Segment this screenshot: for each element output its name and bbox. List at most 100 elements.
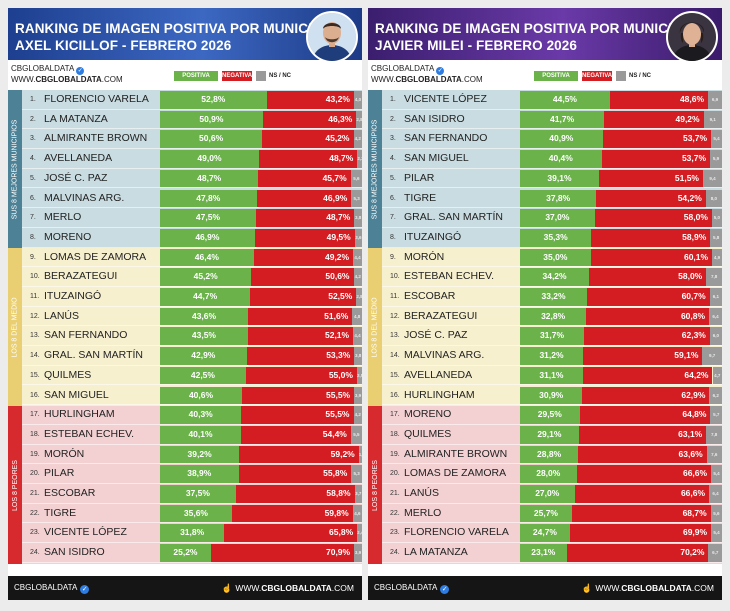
row-divider bbox=[22, 305, 362, 307]
municipality-name: ESTEBAN ECHEV. bbox=[44, 427, 135, 440]
bar-positive: 33,2% bbox=[520, 288, 588, 306]
bar-ns: 9,4 bbox=[703, 169, 722, 188]
row-divider bbox=[22, 522, 362, 524]
table-row: 14. MALVINAS ARG. 31,2% 59,1% 9,7 bbox=[382, 346, 722, 366]
bar-positive: 46,4% bbox=[160, 248, 254, 267]
bar-negative: 62,3% bbox=[584, 327, 710, 346]
bar-ns: 1,6 bbox=[358, 445, 362, 464]
footer-brand: CBGLOBALDATA ✓ bbox=[14, 583, 90, 594]
bar-positive: 35,6% bbox=[160, 504, 232, 523]
row-rank: 21. bbox=[30, 490, 40, 497]
bar-negative: 63,1% bbox=[578, 425, 707, 444]
row-rank: 13. bbox=[390, 332, 400, 340]
footer-website-link[interactable]: ☝ WWW.CBGLOBALDATA.COM bbox=[222, 576, 354, 600]
municipality-name: ALMIRANTE BROWN bbox=[44, 132, 148, 145]
legend-ns: NS / NC bbox=[269, 73, 292, 79]
bar-positive: 30,9% bbox=[520, 386, 583, 405]
table-row: 1. FLORENCIO VARELA 52,8% 43,2% 4,0 bbox=[22, 90, 362, 110]
row-divider bbox=[382, 325, 722, 327]
bar-positive: 28,0% bbox=[520, 465, 577, 483]
bar-negative: 53,7% bbox=[601, 150, 711, 168]
row-divider bbox=[382, 246, 722, 248]
bar-ns: 2,8 bbox=[356, 110, 362, 129]
row-divider bbox=[382, 364, 722, 366]
row-divider bbox=[22, 542, 362, 544]
table-row: 9. MORÓN 35,0% 60,1% 4,9 bbox=[382, 248, 722, 268]
bar-negative: 48,7% bbox=[258, 150, 358, 168]
row-divider bbox=[22, 364, 362, 366]
bar-positive: 41,7% bbox=[520, 110, 605, 129]
bar-ns: 4,6 bbox=[352, 504, 362, 523]
row-divider bbox=[382, 561, 722, 563]
municipality-name: SAN FERNANDO bbox=[44, 329, 128, 342]
municipality-name: ESCOBAR bbox=[44, 487, 96, 499]
table-row: 2. LA MATANZA 50,9% 46,3% 2,8 bbox=[22, 110, 362, 130]
bar-positive: 49,0% bbox=[160, 150, 259, 168]
bar-positive: 32,8% bbox=[520, 307, 587, 326]
footer-website-link[interactable]: ☝ WWW.CBGLOBALDATA.COM bbox=[582, 576, 714, 600]
bar-ns: 5,4 bbox=[711, 130, 722, 149]
bar-negative: 60,7% bbox=[587, 288, 710, 306]
row-divider bbox=[22, 246, 362, 248]
table-row: 20. PILAR 38,9% 55,8% 5,3 bbox=[22, 464, 362, 484]
row-rank: 10. bbox=[390, 273, 400, 281]
table-row: 8. MORENO 46,9% 49,5% 3,6 bbox=[22, 228, 362, 248]
row-rank: 17. bbox=[30, 411, 40, 419]
group-worst-sidebar bbox=[8, 406, 22, 564]
municipality-name: FLORENCIO VARELA bbox=[404, 526, 509, 539]
table-row: 13. JOSÉ C. PAZ 31,7% 62,3% 6,0 bbox=[382, 326, 722, 347]
legend-negative: NEGATIVA bbox=[222, 71, 253, 81]
bar-ns: 3,7 bbox=[354, 485, 362, 503]
bar-ns: 4,2 bbox=[353, 130, 362, 149]
row-rank: 9. bbox=[390, 253, 396, 261]
municipality-name: SAN MIGUEL bbox=[44, 388, 109, 401]
bar-negative: 50,6% bbox=[251, 268, 354, 286]
bar-ns: 3,8 bbox=[354, 347, 362, 365]
bar-ns: 7,6 bbox=[706, 445, 722, 464]
row-divider bbox=[382, 463, 722, 465]
row-divider bbox=[382, 542, 722, 544]
bar-positive: 43,5% bbox=[160, 327, 248, 346]
bar-positive: 24,7% bbox=[520, 524, 570, 543]
bar-negative: 58,9% bbox=[591, 228, 711, 247]
bar-positive: 37,5% bbox=[160, 485, 236, 503]
row-divider bbox=[382, 345, 722, 347]
bar-positive: 34,2% bbox=[520, 268, 590, 286]
group-best-sidebar bbox=[8, 90, 22, 248]
row-divider bbox=[22, 226, 362, 228]
table-row: 21. LANÚS 27,0% 66,6% 6,4 bbox=[382, 484, 722, 504]
row-rank: 9. bbox=[30, 253, 36, 261]
chart-subtitle: JAVIER MILEI - FEBRERO 2026 bbox=[375, 38, 577, 53]
row-rank: 8. bbox=[30, 233, 36, 241]
legend-positive: POSITIVA bbox=[534, 71, 578, 81]
bar-negative: 43,2% bbox=[266, 91, 354, 109]
bar-positive: 44,7% bbox=[160, 288, 251, 306]
bar-positive: 38,9% bbox=[160, 465, 239, 483]
chart-title: RANKING DE IMAGEN POSITIVA POR MUNICIPIO bbox=[375, 21, 696, 36]
row-divider bbox=[22, 108, 362, 110]
municipality-name: LOMAS DE ZAMORA bbox=[404, 467, 507, 480]
table-row: 19. ALMIRANTE BROWN 28,8% 63,6% 7,6 bbox=[382, 445, 722, 465]
row-divider bbox=[382, 167, 722, 169]
bar-ns: 5,0 bbox=[711, 209, 722, 227]
table-row: 14. GRAL. SAN MARTÍN 42,9% 53,3% 3,8 bbox=[22, 346, 362, 366]
row-rank: 3. bbox=[30, 135, 36, 143]
group-middle-sidebar bbox=[8, 248, 22, 406]
bar-positive: 35,0% bbox=[520, 248, 591, 267]
municipality-name: MALVINAS ARG. bbox=[404, 349, 485, 362]
verified-check-icon: ✓ bbox=[440, 585, 450, 594]
bar-negative: 66,6% bbox=[574, 485, 710, 503]
bar-positive: 45,2% bbox=[160, 268, 252, 286]
bar-positive: 47,5% bbox=[160, 209, 256, 227]
municipality-name: MORÓN bbox=[44, 447, 85, 460]
bar-negative: 46,3% bbox=[262, 110, 357, 129]
municipality-name: ITUZAINGÓ bbox=[44, 290, 102, 302]
bar-ns: 2,3 bbox=[357, 150, 362, 168]
bar-positive: 29,5% bbox=[520, 406, 580, 424]
row-divider bbox=[22, 207, 362, 209]
table-row: 24. LA MATANZA 23,1% 70,2% 6,7 bbox=[382, 543, 722, 563]
chart-title: RANKING DE IMAGEN POSITIVA POR MUNICIPIO bbox=[15, 21, 336, 36]
row-rank: 15. bbox=[30, 371, 40, 379]
row-divider bbox=[382, 266, 722, 268]
bar-ns: 5,6 bbox=[710, 504, 722, 523]
